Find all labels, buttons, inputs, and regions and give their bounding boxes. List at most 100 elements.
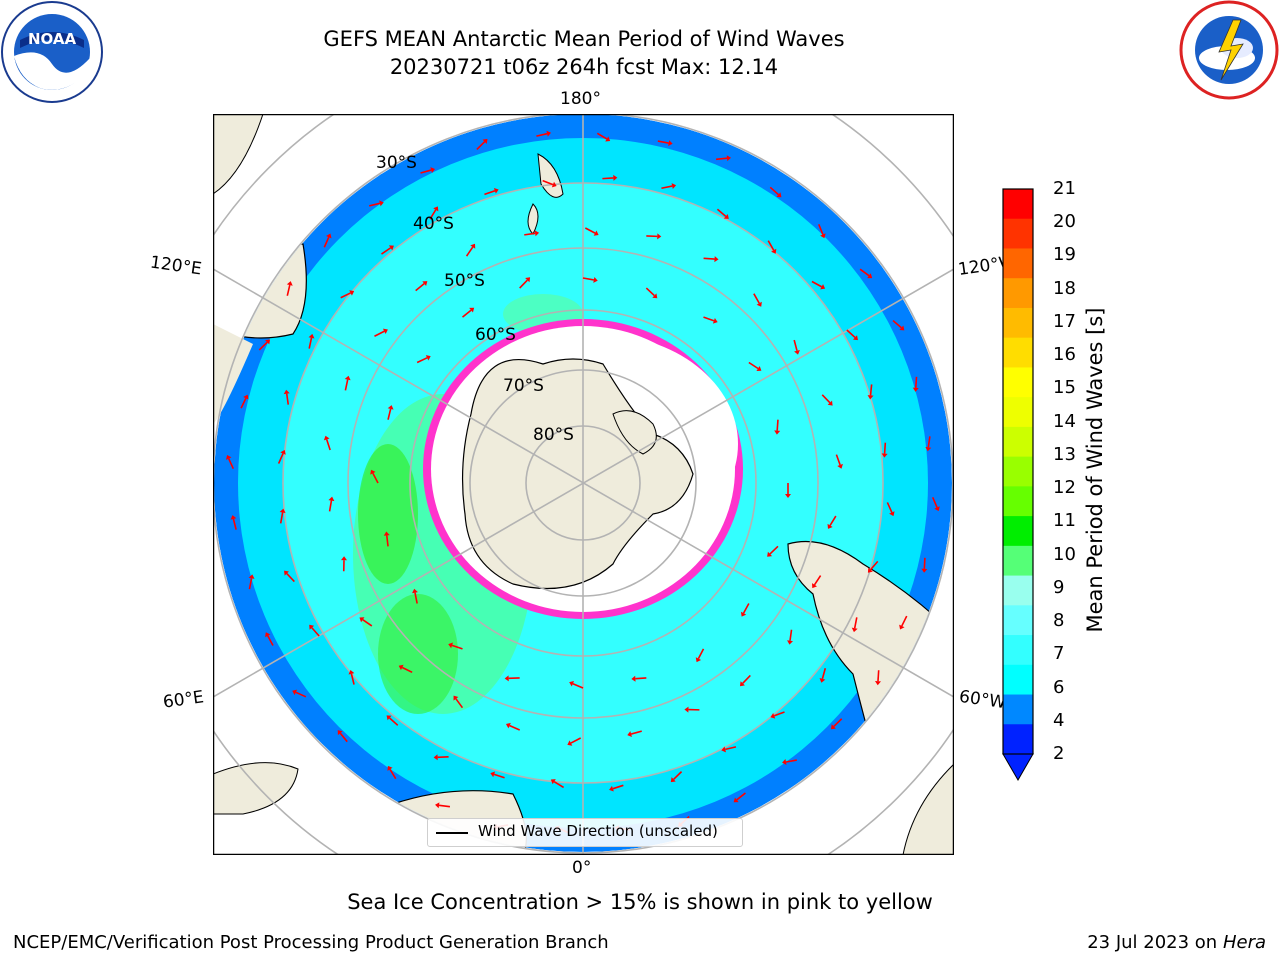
colorbar-tick-label: 19	[1053, 244, 1076, 266]
wind-arrow-head	[286, 281, 293, 286]
wind-arrow	[387, 408, 392, 420]
wind-arrow-head	[714, 256, 719, 263]
wind-arrow-head	[684, 706, 689, 713]
wind-arrow	[429, 209, 437, 220]
wind-arrow-head	[657, 233, 662, 240]
wind-arrow-head	[627, 731, 632, 737]
wind-arrow	[901, 615, 908, 627]
legend-label: Wind Wave Direction (unscaled)	[478, 822, 718, 840]
wind-arrow-head	[308, 333, 315, 339]
wind-arrow-head	[819, 678, 826, 683]
noaa-logo: NOAA	[1, 1, 103, 103]
wind-arrow-head	[668, 140, 673, 146]
wind-arrow	[420, 169, 432, 174]
wind-arrow	[914, 376, 918, 388]
longitude-grid	[213, 114, 954, 855]
wind-arrow	[748, 361, 759, 370]
wind-arrow-head	[425, 355, 431, 361]
wind-arrow	[602, 177, 614, 180]
wind-arrow	[769, 545, 779, 555]
wind-arrow-head	[379, 200, 384, 207]
wind-arrow-head	[412, 588, 418, 594]
wind-arrow-head	[265, 339, 271, 345]
wind-arrow	[248, 578, 253, 590]
lat-label-80s: 80°S	[533, 425, 574, 445]
wind-arrow-head	[430, 167, 436, 173]
wind-arrow-head	[546, 130, 552, 137]
colorbar-tick-label: 17	[1053, 310, 1076, 332]
wind-arrow-head	[344, 375, 351, 381]
colorbar-tick-label: 18	[1053, 277, 1076, 299]
wind-arrow	[325, 439, 331, 451]
wind-arrow-head	[433, 206, 439, 212]
wind-arrow-head	[820, 233, 826, 239]
wind-arrow-head	[453, 695, 459, 701]
wind-arrow-head	[383, 531, 390, 536]
wind-arrow	[350, 673, 355, 685]
colorbar-tick-label: 12	[1053, 477, 1076, 499]
wind-arrow	[536, 132, 548, 137]
wind-arrow	[776, 419, 779, 431]
colorbar-segment	[1003, 337, 1033, 368]
wind-arrow	[323, 236, 330, 248]
wind-arrow	[697, 648, 705, 659]
lon-label-180: 180°	[560, 89, 601, 109]
colorbar	[1002, 188, 1034, 782]
wind-arrow-head	[827, 400, 833, 406]
wind-arrow	[368, 202, 381, 207]
footer-date-text: 23 Jul 2023 on	[1087, 932, 1223, 953]
wind-arrow	[853, 617, 858, 629]
wind-arrow	[813, 575, 822, 586]
wind-arrow	[455, 698, 464, 709]
colorbar-title: Mean Period of Wind Waves [s]	[1083, 307, 1107, 633]
lat-label-60s: 60°S	[475, 325, 516, 345]
colorbar-tick-label: 16	[1053, 344, 1076, 366]
wind-arrow	[570, 737, 582, 744]
wind-arrow	[228, 458, 235, 470]
wind-arrow-head	[340, 556, 347, 561]
wind-wave-direction-arrows	[225, 130, 940, 834]
wind-arrow-head	[652, 293, 658, 299]
wind-arrow-head	[550, 779, 556, 785]
wind-arrow	[859, 268, 870, 277]
wind-arrow	[519, 279, 528, 289]
wind-arrow	[703, 316, 715, 322]
wind-arrow-head	[820, 284, 826, 290]
colorbar-tick-label: 13	[1053, 443, 1076, 465]
wind-arrow	[258, 341, 268, 351]
wind-arrow-head	[388, 245, 394, 251]
wind-arrow	[476, 141, 486, 151]
wind-arrow-head	[794, 349, 800, 355]
wind-arrow	[835, 454, 841, 466]
wind-arrow	[328, 500, 333, 512]
wind-arrow	[877, 670, 880, 682]
wind-arrow-head	[867, 567, 873, 573]
wind-arrow-head	[733, 797, 739, 803]
wind-arrow-head	[328, 496, 335, 502]
wind-arrow	[742, 674, 751, 684]
wind-arrow	[612, 784, 624, 790]
colorbar-tick-label: 15	[1053, 377, 1076, 399]
wind-arrow	[339, 732, 348, 743]
wind-arrow-head	[671, 183, 677, 189]
colorbar-segment	[1003, 189, 1033, 220]
colorbar-segment	[1003, 664, 1033, 696]
lon-label-120e: 120°E	[148, 252, 203, 280]
colorbar-segment	[1003, 575, 1033, 606]
wind-arrow	[596, 132, 608, 140]
wind-arrow	[232, 518, 237, 530]
wind-arrow	[240, 397, 247, 409]
wind-arrow-head	[827, 523, 833, 529]
wind-arrow-head	[899, 325, 905, 331]
wind-arrow-head	[723, 214, 729, 219]
wind-arrow	[415, 283, 425, 292]
colorbar-segment	[1003, 456, 1033, 487]
wind-arrow	[509, 724, 521, 731]
colorbar-tick-label: 4	[1053, 709, 1065, 731]
wind-arrow-head	[382, 328, 388, 334]
colorbar-segment	[1003, 486, 1033, 517]
wind-arrow-head	[613, 174, 618, 181]
wind-arrow	[308, 337, 313, 349]
wind-arrow-head	[283, 389, 290, 395]
wind-arrow-head	[490, 771, 496, 778]
